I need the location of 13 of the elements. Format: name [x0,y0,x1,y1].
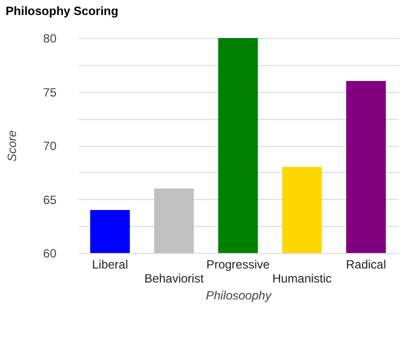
x-tick-label: Liberal [92,258,128,272]
y-tick-label: 70 [43,139,57,153]
y-tick-label: 60 [43,246,57,260]
y-axis-title: Score [5,130,20,162]
x-tick-label: Behaviorist [144,272,204,286]
x-tick-label: Humanistic [272,272,332,286]
chart-title: Philosophy Scoring [6,4,118,18]
y-tick-label: 65 [43,192,57,207]
y-tick-label: 75 [43,85,57,100]
y-tick-label: 80 [43,32,57,46]
x-tick-label: Progressive [206,258,270,272]
x-axis-title: Philosoophy [206,288,272,302]
x-tick-label: Radical [346,258,386,272]
